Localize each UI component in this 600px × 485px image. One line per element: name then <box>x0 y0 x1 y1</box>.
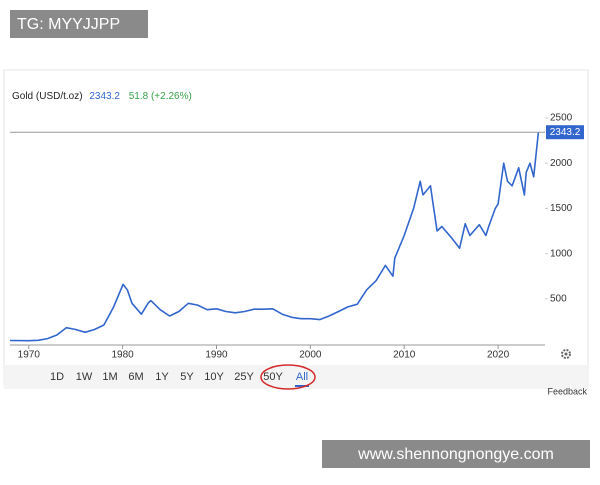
chart-title: Gold (USD/t.oz) <box>12 91 83 102</box>
watermark-text: www.shennongnongye.com <box>357 446 554 463</box>
x-tick-label: 2020 <box>487 350 510 361</box>
price-tag <box>546 125 584 140</box>
range-button[interactable]: 10Y <box>204 371 224 383</box>
range-button[interactable]: 50Y <box>263 371 283 383</box>
settings-icon[interactable] <box>561 349 571 359</box>
y-tick-label: 2000 <box>550 158 573 169</box>
range-button[interactable]: 5Y <box>180 371 194 383</box>
price-change: 51.8 (+2.26%) <box>129 91 192 102</box>
range-button[interactable]: 1M <box>102 371 117 383</box>
range-button[interactable]: All <box>296 371 308 383</box>
range-button[interactable]: 1D <box>50 371 64 383</box>
highlight-circle <box>260 364 316 390</box>
header: Gold (USD/t.oz) 2343.2 51.8 (+2.26%) <box>12 91 192 102</box>
price: 2343.2 <box>89 91 120 102</box>
price-tag-label: 2343.2 <box>550 127 581 138</box>
y-tick-label: 500 <box>550 293 567 304</box>
x-tick-label: 2010 <box>393 350 416 361</box>
x-tick-label: 1990 <box>205 350 228 361</box>
range-button[interactable]: 25Y <box>234 371 254 383</box>
range-button[interactable]: 1Y <box>155 371 169 383</box>
x-tick-label: 1970 <box>18 350 41 361</box>
range-button[interactable]: 6M <box>128 371 143 383</box>
y-tick-label: 1500 <box>550 203 573 214</box>
feedback-link[interactable]: Feedback <box>547 386 587 396</box>
y-tick-label: 2500 <box>550 113 573 124</box>
watermark-box <box>10 10 148 38</box>
price-line <box>9 132 540 342</box>
x-tick-label: 1980 <box>112 350 135 361</box>
y-tick-label: 1000 <box>550 248 573 259</box>
watermark-box <box>322 440 590 468</box>
chart-card <box>3 69 589 387</box>
range-button[interactable]: 1W <box>76 371 93 383</box>
x-tick-label: 2000 <box>299 350 322 361</box>
watermark-text: TG: MYYJJPP <box>17 16 120 33</box>
